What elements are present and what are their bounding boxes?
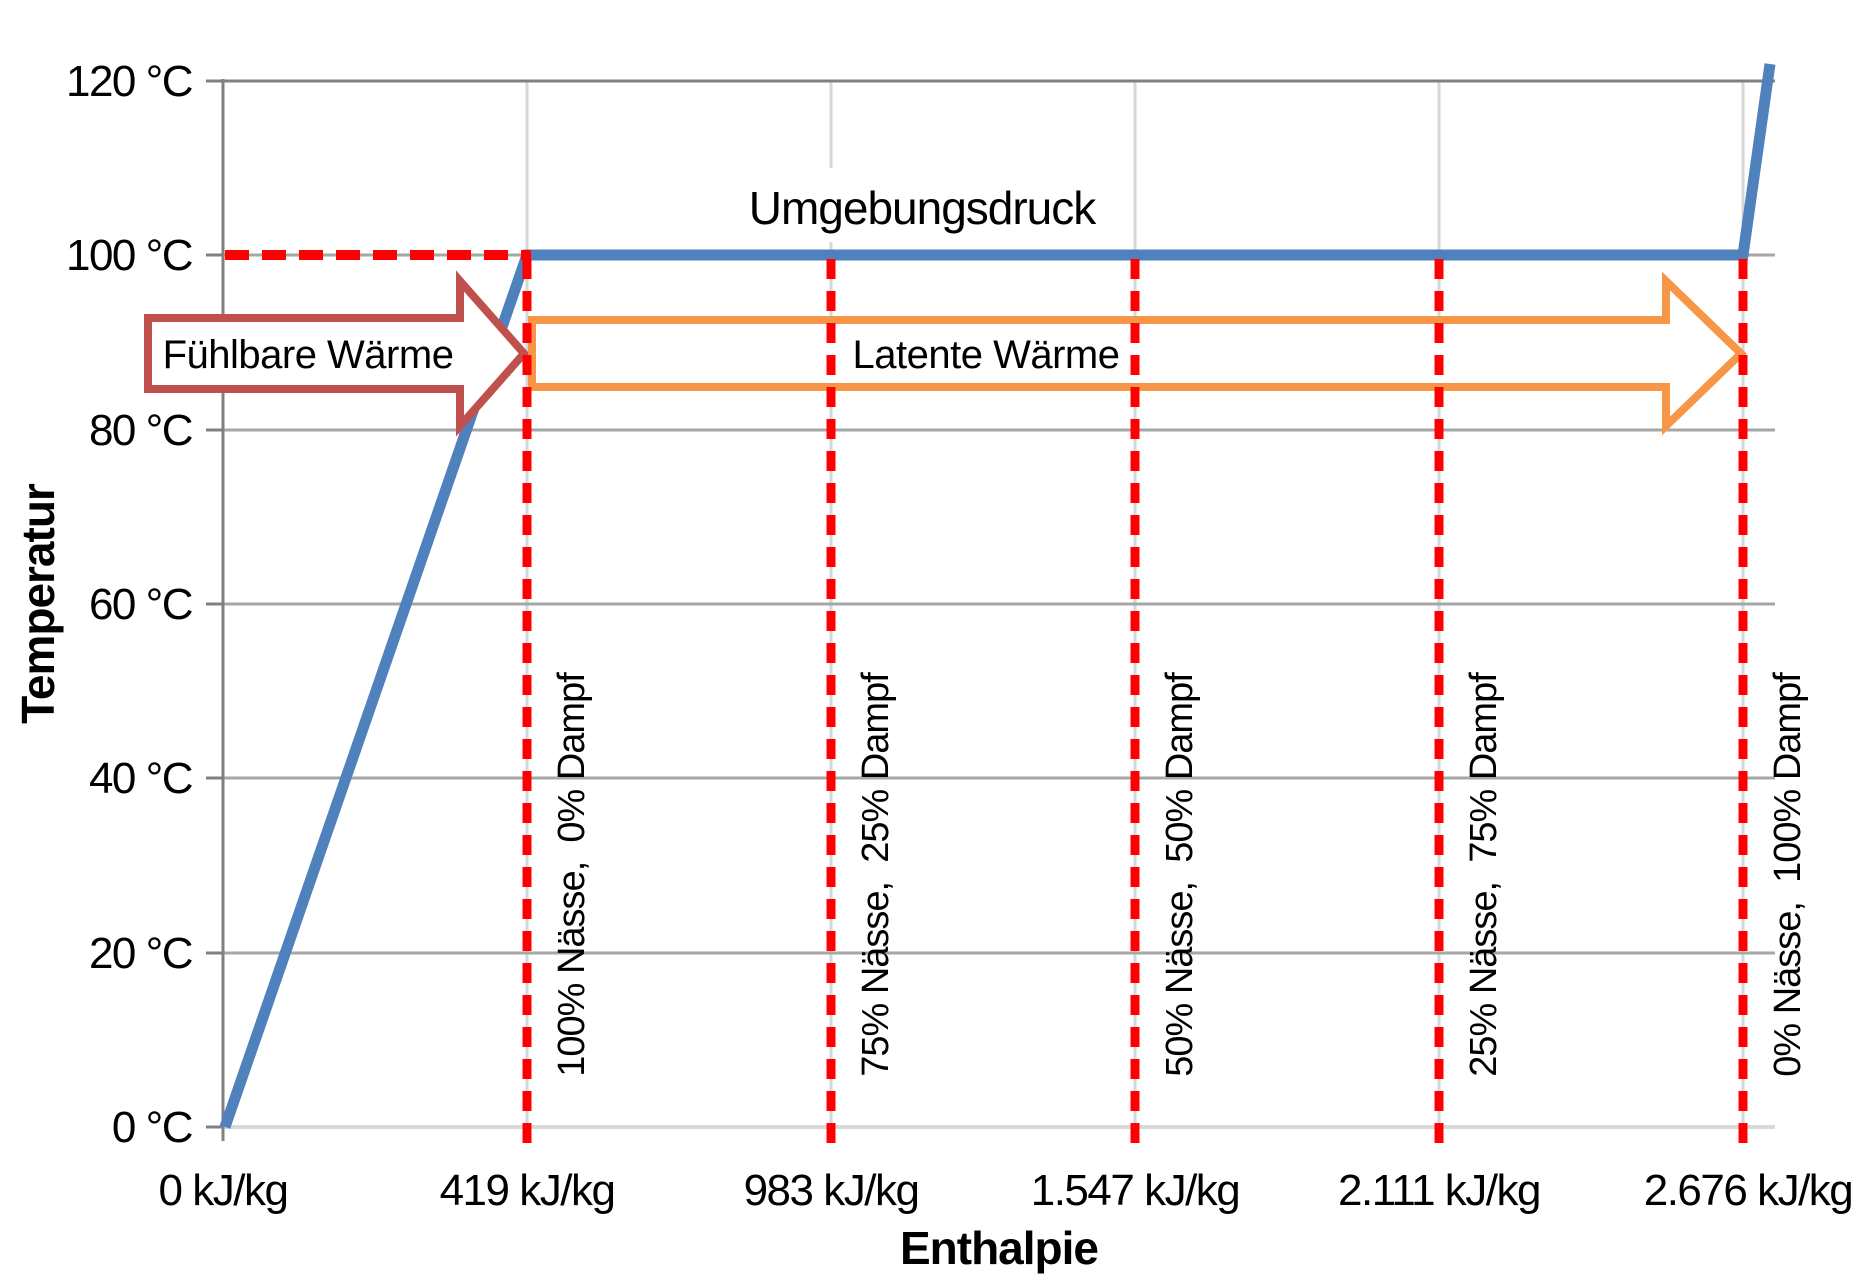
latent-heat-arrow [528,271,1747,436]
x-axis-title: Enthalpie [900,1222,1098,1274]
y-tick-labels: 0 °C 20 °C 40 °C 60 °C 80 °C 100 °C 120 … [66,57,194,1152]
pressure-label: Umgebungsdruck [749,182,1098,234]
y-axis [206,79,225,1141]
quality-label-983: 75% Nässe, 25% Dampf [855,672,897,1077]
y-label-120: 120 °C [66,57,193,106]
y-label-60: 60 °C [89,580,193,629]
temperature-line [219,63,1776,1129]
y-label-40: 40 °C [89,754,193,803]
x-tick-labels: 0 kJ/kg 419 kJ/kg 983 kJ/kg 1.547 kJ/kg … [159,1166,1852,1215]
quality-label-1547: 50% Nässe, 50% Dampf [1159,672,1201,1077]
y-label-80: 80 °C [89,406,193,455]
sensible-heat-arrow [144,270,530,437]
quality-label-2676: 0% Nässe, 100% Dampf [1767,672,1809,1077]
y-label-0: 0 °C [112,1103,193,1152]
steam-quality-labels: 100% Nässe, 0% Dampf 75% Nässe, 25% Damp… [551,672,1809,1077]
latent-heat-arrow-label: Latente Wärme [853,333,1120,377]
x-label-2111: 2.111 kJ/kg [1338,1166,1540,1215]
dashed-reference-lines [225,250,1748,1148]
x-label-0: 0 kJ/kg [159,1166,288,1215]
y-label-20: 20 °C [89,929,193,978]
quality-label-419: 100% Nässe, 0% Dampf [551,672,593,1077]
x-label-1547: 1.547 kJ/kg [1031,1166,1240,1215]
pressure-label-backing [752,168,1094,242]
quality-label-2111: 25% Nässe, 75% Dampf [1463,672,1505,1077]
x-label-983: 983 kJ/kg [744,1166,919,1215]
y-axis-title: Temperatur [12,483,64,724]
sensible-heat-arrow-label: Fühlbare Wärme [163,333,454,377]
x-label-2676: 2.676 kJ/kg [1644,1166,1852,1215]
y-label-100: 100 °C [66,231,193,280]
x-label-419: 419 kJ/kg [440,1166,615,1215]
